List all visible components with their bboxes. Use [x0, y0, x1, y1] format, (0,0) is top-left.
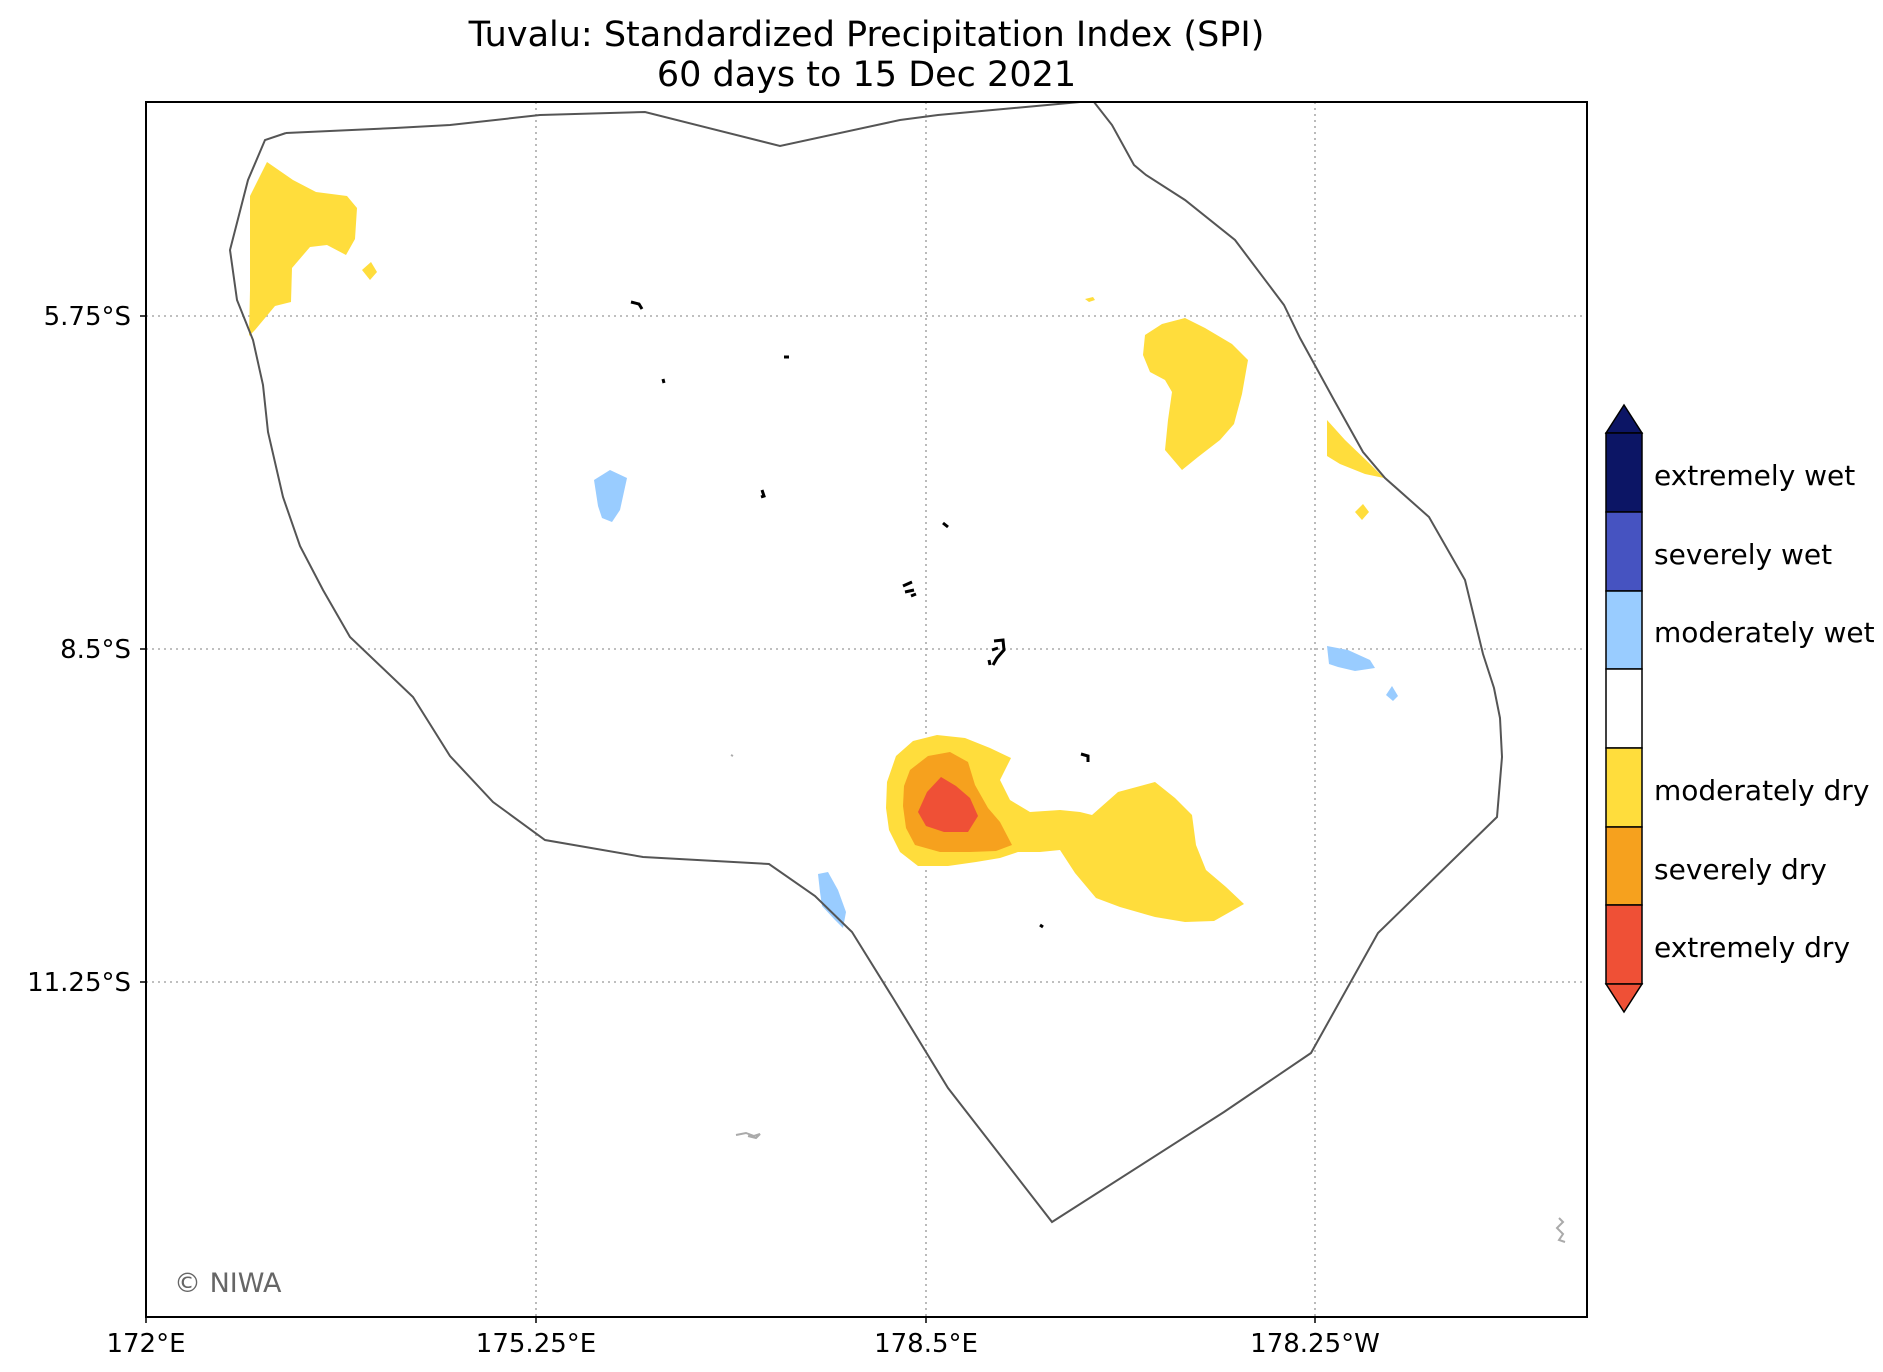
wet-patch-east: [1327, 646, 1375, 671]
neighbouring-islands: [730, 754, 1566, 1243]
island-rotuma-grey: [735, 1131, 761, 1140]
legend-arrow-bottom: [1604, 983, 1644, 1014]
legend-swatch-extremely-wet: [1605, 432, 1643, 513]
legend-swatch-moderately-wet: [1605, 590, 1643, 670]
credit-text: © NIWA: [174, 1268, 282, 1299]
x-tick-label: 178.5°E: [874, 1329, 978, 1359]
map-subtitle: 60 days to 15 Dec 2021: [656, 55, 1077, 95]
island-nanumanga: [661, 378, 666, 384]
extremely-dry-patch: [918, 777, 978, 832]
map-title: Tuvalu: Standardized Precipitation Index…: [468, 15, 1265, 55]
wet-patch-south: [818, 872, 846, 928]
legend-arrow-top: [1604, 403, 1644, 434]
islands: [630, 300, 1090, 929]
x-tick-label: 175.25°E: [476, 1329, 596, 1359]
island-niulakita: [1039, 923, 1044, 929]
legend-label-extremely-dry: extremely dry: [1654, 931, 1850, 964]
island-nukufetau: [902, 580, 917, 598]
y-tick-label: 11.25°S: [27, 968, 131, 998]
wet-patch-east-dot: [1386, 686, 1398, 701]
island-futuna-grey: [1555, 1217, 1566, 1243]
island-nukulaelae: [1080, 752, 1090, 762]
island-funafuti: [987, 638, 1006, 666]
island-vaitupu: [942, 521, 949, 529]
plot-area: [146, 102, 1587, 1317]
dry-patch-dot: [1085, 297, 1095, 302]
x-tick-label: 178.25°W: [1250, 1329, 1380, 1359]
legend-label-extremely-wet: extremely wet: [1654, 459, 1855, 492]
island-nui: [760, 489, 766, 499]
spi-patches: [249, 162, 1398, 928]
legend-swatch-severely-wet: [1605, 511, 1643, 592]
dry-patch-central-south: [886, 735, 1244, 922]
dry-patch-east-dot: [1355, 504, 1369, 520]
dry-patch-northwest-small: [362, 262, 377, 280]
wet-patch-west: [594, 470, 627, 522]
dry-patch-northeast: [1143, 318, 1248, 470]
legend-swatch-severely-dry: [1605, 826, 1643, 906]
dry-patch-northwest: [249, 162, 357, 336]
legend-swatch-extremely-dry: [1605, 904, 1643, 985]
legend-label-moderately-wet: moderately wet: [1654, 616, 1875, 649]
legend-swatch-neutral: [1605, 668, 1643, 749]
legend-label-moderately-dry: moderately dry: [1654, 774, 1869, 807]
gridlines: [146, 102, 1587, 1317]
map-frame: [145, 101, 1588, 1318]
legend-label-severely-wet: severely wet: [1654, 538, 1832, 571]
tick-marks: [140, 315, 1316, 1323]
legend-colorbar: [1604, 403, 1644, 1014]
island-nanumea: [630, 300, 644, 310]
y-tick-label: 5.75°S: [44, 302, 131, 332]
y-tick-label: 8.5°S: [60, 635, 131, 665]
legend-label-severely-dry: severely dry: [1654, 853, 1827, 886]
x-tick-label: 172°E: [106, 1329, 185, 1359]
island-dot-grey: [730, 754, 734, 757]
dry-patch-east-edge: [1327, 420, 1384, 478]
legend-swatch-moderately-dry: [1605, 747, 1643, 828]
